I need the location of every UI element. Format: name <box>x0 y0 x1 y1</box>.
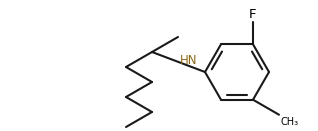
Text: HN: HN <box>180 53 198 67</box>
Text: F: F <box>249 8 257 21</box>
Text: CH₃: CH₃ <box>281 117 299 127</box>
